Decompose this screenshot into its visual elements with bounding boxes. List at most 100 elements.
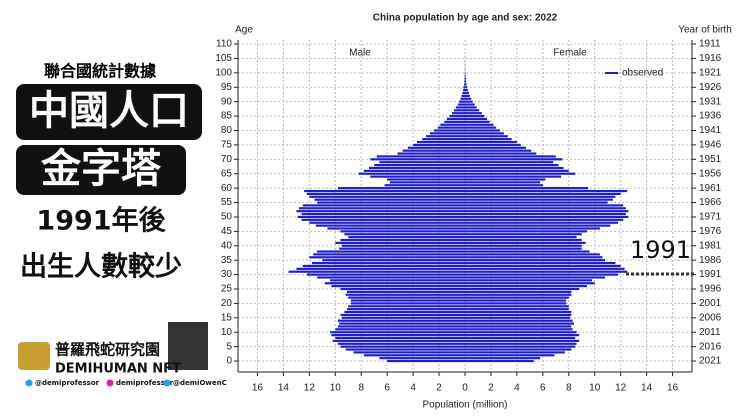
bar [440,123,465,126]
bar [322,259,465,262]
y2-tick-label: 1971 [699,212,722,223]
y2-tick-label: 2001 [699,298,722,309]
y2-tick-label: 1911 [699,39,721,50]
bar [465,152,537,155]
bar [465,218,624,221]
y-tick-label: 70 [221,154,233,165]
x-tick-label: 16 [667,383,679,394]
bar [465,224,611,227]
bar [296,210,465,213]
y-tick-label: 75 [221,140,233,151]
bar [465,359,534,363]
y2-tick-label: 1961 [699,183,722,194]
y-tick-label: 10 [221,327,233,338]
bar [465,212,626,216]
y-tick-label: 105 [215,53,232,64]
bar [465,117,488,121]
x-tick-label: 14 [641,383,653,394]
x-tick-label: 12 [304,383,316,394]
bar [314,198,465,201]
bar [465,201,608,204]
y-axis-label: Age [235,25,253,36]
bar [298,207,465,210]
bar [387,359,465,363]
logo-photo [168,322,208,370]
bar [453,109,465,112]
bar [463,86,465,89]
bar [465,169,569,172]
bar [465,230,587,233]
bar [465,270,628,273]
bar [465,233,582,236]
bar [465,163,559,167]
bar [332,339,465,342]
handle: @demiprofessor [35,379,100,387]
bar [465,319,573,322]
y2-tick-label: 1951 [699,154,722,165]
bar [417,140,465,144]
y2-tick-label: 1976 [699,226,722,237]
bar [465,155,556,158]
bar [337,342,465,345]
bar [465,348,572,351]
bar [461,94,465,98]
bar [429,132,465,135]
bar [331,285,465,288]
bar [465,80,467,83]
x-axis-label: Population (million) [422,400,507,411]
bar [465,91,469,95]
bar [465,290,572,293]
bar [335,336,465,340]
bar [465,325,572,328]
bar [465,351,565,354]
x-tick-label: 10 [330,383,342,394]
bar [465,293,572,296]
bar [465,189,628,193]
bar [465,296,569,299]
bar [464,80,465,83]
headline-text: 金字塔 [40,146,162,192]
bar [465,244,582,247]
y-tick-label: 25 [221,284,233,295]
bar [317,276,465,279]
bar [463,89,465,92]
bar [465,120,490,123]
x-tick-label: 16 [252,383,264,394]
y-tick-label: 15 [221,312,233,323]
bar [465,285,587,288]
bar [465,158,563,161]
bar [465,161,554,164]
bar [463,83,465,86]
y2-tick-label: 1981 [699,240,722,251]
x-tick-label: 6 [540,383,546,394]
bar [363,354,465,357]
bar [315,224,465,227]
bar [465,357,541,360]
y-tick-label: 100 [215,67,232,78]
bar [341,316,465,319]
y-tick-label: 80 [221,125,233,136]
bar [465,192,621,195]
y-tick-label: 50 [221,212,233,223]
bar [465,215,629,219]
bar [465,331,577,334]
bar [465,132,504,135]
headline-box [16,84,202,140]
bar [353,351,465,354]
bar [397,152,465,155]
bar [309,221,465,224]
bar [465,86,468,89]
bar [465,253,600,256]
side-label: Male [349,48,371,59]
bar [301,212,465,216]
bar [465,259,606,262]
bar [465,313,572,317]
bar [465,204,624,207]
bar [407,146,465,149]
side-label: Female [553,48,587,59]
y-tick-label: 60 [221,183,233,194]
y-tick-label: 45 [221,226,233,237]
bar [465,114,485,118]
bar [345,293,465,296]
